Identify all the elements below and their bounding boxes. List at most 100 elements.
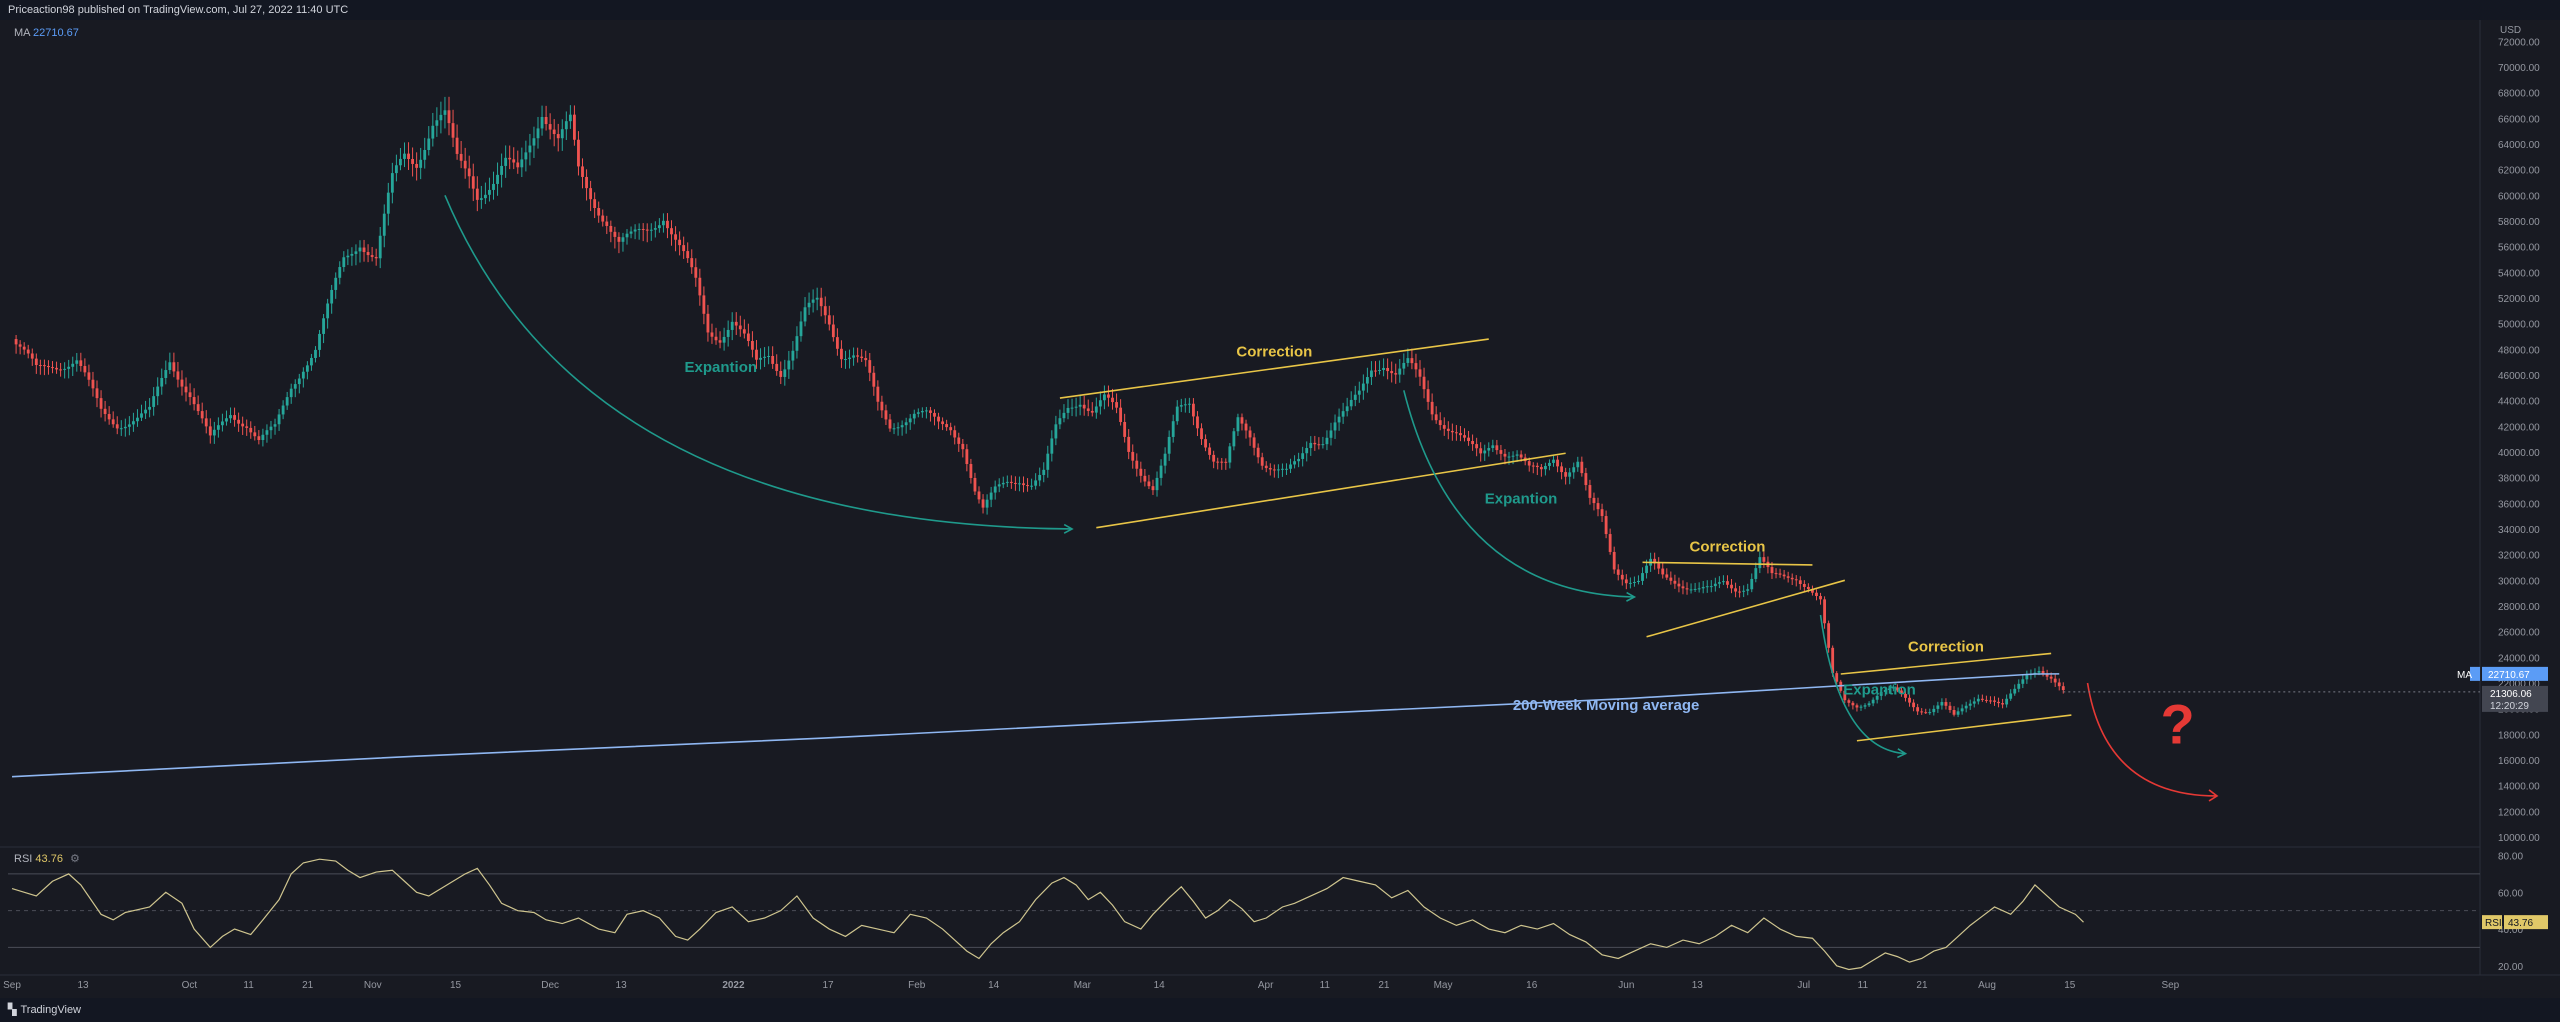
candle-body: [1107, 394, 1110, 398]
candle-body: [1762, 557, 1766, 562]
candle-body: [1285, 468, 1288, 470]
candle-body: [281, 405, 285, 415]
candle-body: [419, 159, 423, 168]
candle-body: [176, 371, 180, 380]
candle-body: [140, 413, 143, 418]
candle-body: [2001, 703, 2005, 705]
candle-body: [1357, 390, 1361, 395]
candle-body: [1750, 578, 1754, 590]
candle-body: [1964, 705, 1968, 709]
candle-body: [929, 410, 932, 413]
candle-body: [520, 159, 524, 168]
candle-body: [1754, 568, 1758, 579]
candle-body: [1612, 551, 1616, 570]
candle-body: [196, 404, 200, 412]
candle-body: [184, 386, 188, 393]
candle-body: [1847, 700, 1851, 703]
candle-body: [38, 365, 42, 367]
candle-body: [1790, 577, 1794, 580]
candle-body: [868, 360, 872, 373]
candle-body: [815, 297, 819, 300]
price-tick-label: 52000.00: [2498, 294, 2540, 305]
candle-body: [1984, 699, 1988, 701]
price-tick-label: 60000.00: [2498, 191, 2540, 202]
candle-body: [1062, 412, 1066, 419]
candle-body: [1778, 573, 1782, 575]
candle-body: [374, 256, 378, 259]
settings-icon[interactable]: ⚙: [70, 853, 80, 865]
candle-body: [945, 424, 949, 428]
candle-body: [1968, 703, 1972, 706]
candle-body: [1831, 647, 1835, 674]
candle-body: [1843, 690, 1847, 701]
candle-body: [1661, 568, 1665, 575]
candle-body: [1175, 406, 1179, 422]
price-tick-label: 30000.00: [2498, 576, 2540, 587]
candle-body: [107, 414, 111, 420]
time-tick-label: Jun: [1618, 980, 1634, 991]
candle-body: [51, 367, 54, 369]
tradingview-logo[interactable]: ▚ TradingView: [8, 1003, 81, 1016]
candle-body: [423, 150, 427, 160]
price-tick-label: 62000.00: [2498, 166, 2540, 177]
rsi-tag-label-bg: [2482, 915, 2502, 930]
time-tick-label: 11: [1320, 980, 1331, 991]
candle-body: [694, 267, 698, 278]
candle-body: [1155, 477, 1159, 491]
candle-body: [1321, 444, 1325, 446]
candle-body: [1240, 417, 1244, 424]
candle-body: [508, 157, 512, 160]
rsi-legend[interactable]: RSI 43.76 ⚙: [14, 852, 80, 865]
candle-body: [1859, 706, 1863, 708]
candle-body: [1082, 404, 1086, 409]
rsi-tick-label: 40.00: [2498, 925, 2523, 936]
candle-body: [1058, 418, 1062, 425]
candle-body: [2037, 670, 2041, 673]
candle-body: [1398, 368, 1402, 375]
candle-body: [637, 228, 641, 230]
candle-body: [1539, 467, 1543, 470]
candle-body: [1770, 567, 1774, 574]
candle-body: [844, 359, 847, 361]
candle-body: [1673, 580, 1677, 584]
candle-body: [269, 426, 273, 431]
candle-body: [451, 123, 455, 138]
price-tick-label: 42000.00: [2498, 422, 2540, 433]
candle-body: [1552, 459, 1555, 463]
candle-body: [91, 379, 95, 389]
candle-body: [662, 220, 665, 226]
candle-body: [127, 424, 131, 427]
candle-body: [1819, 596, 1822, 600]
candle-body: [1556, 459, 1559, 467]
candle-body: [431, 125, 435, 139]
candle-body: [540, 116, 544, 129]
candle-body: [1641, 573, 1644, 581]
correction-channel-line: [1840, 652, 2052, 675]
candle-body: [581, 166, 584, 177]
candle-body: [1402, 362, 1406, 369]
candle-body: [1382, 367, 1385, 370]
candle-body: [1657, 563, 1661, 569]
candle-body: [609, 225, 613, 232]
candle-body: [1046, 453, 1050, 470]
candle-body: [1111, 397, 1114, 403]
candle-body: [293, 384, 297, 389]
candle-body: [180, 379, 184, 387]
candle-body: [560, 129, 564, 139]
candle-body: [1127, 436, 1131, 452]
time-tick-label: Apr: [1258, 980, 1274, 991]
candle-body: [1637, 580, 1640, 582]
rsi-tick-label: 80.00: [2498, 852, 2523, 863]
price-tick-label: 38000.00: [2498, 474, 2540, 485]
candle-body: [1697, 588, 1701, 590]
candle-body: [625, 233, 629, 238]
price-tick-label: 12000.00: [2498, 807, 2540, 818]
ma-legend[interactable]: MA 22710.67: [14, 27, 79, 39]
candle-body: [1013, 482, 1017, 484]
candle-body: [237, 419, 241, 424]
candle-body: [1980, 698, 1984, 700]
price-tick-label: 70000.00: [2498, 63, 2540, 74]
candle-body: [1717, 582, 1721, 584]
candle-body: [1281, 468, 1284, 470]
